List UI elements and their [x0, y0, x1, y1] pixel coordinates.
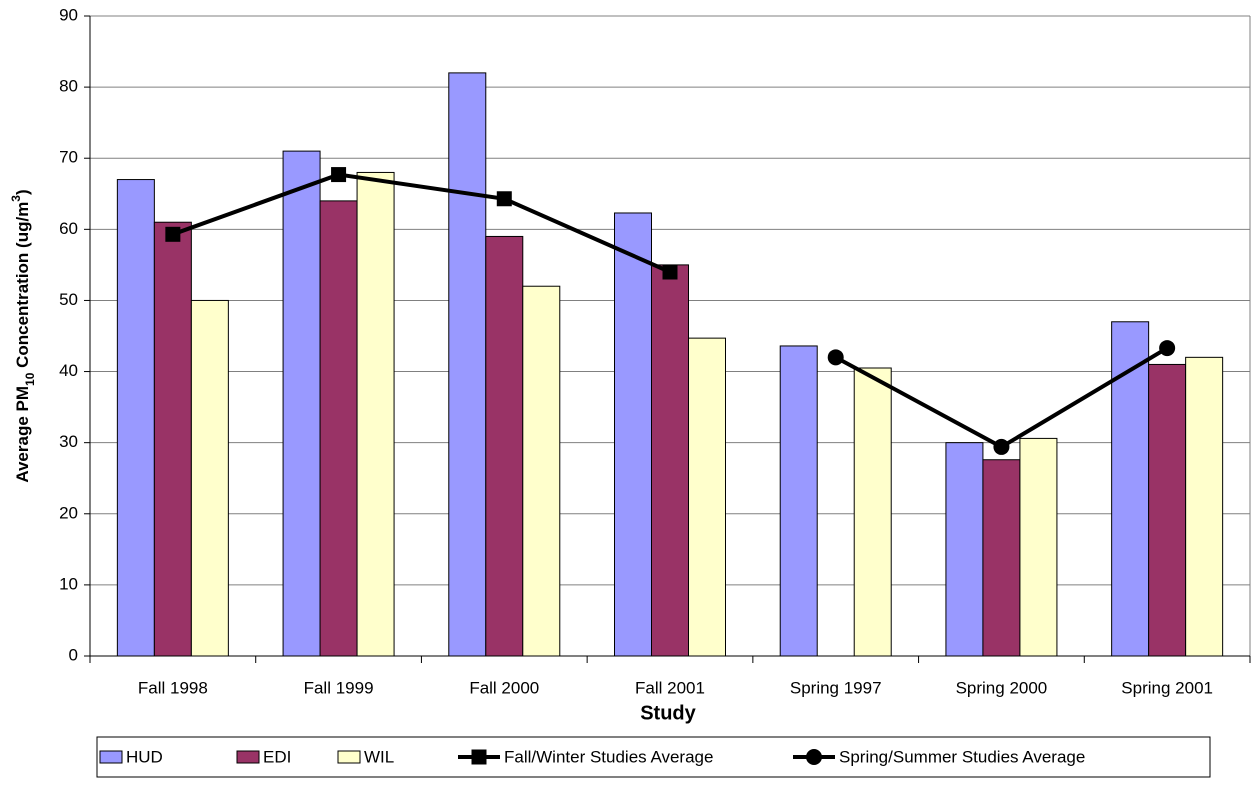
bar — [153, 221, 192, 657]
y-tick-label: 70 — [59, 148, 78, 167]
y-tick-label: 0 — [69, 645, 78, 664]
legend-label: Fall/Winter Studies Average — [504, 747, 713, 766]
bar — [945, 442, 984, 657]
y-axis-title-part: Average PM — [13, 386, 32, 483]
line-marker — [496, 191, 512, 207]
x-tick-label: Spring 2001 — [1121, 678, 1213, 697]
y-axis-title: Average PM10 Concentration (ug/m3) — [9, 189, 37, 482]
bar — [448, 72, 487, 657]
bar — [982, 459, 1021, 657]
bar — [356, 171, 395, 657]
y-axis-title-part: 10 — [23, 372, 37, 386]
bar — [614, 212, 652, 657]
y-axis-title-part: Concentration (ug/m — [13, 202, 32, 373]
bar — [1019, 437, 1058, 657]
legend-label: EDI — [263, 747, 291, 766]
legend-label: WIL — [364, 747, 394, 766]
legend-swatch — [337, 750, 361, 764]
line-marker — [165, 226, 181, 242]
bar — [1185, 356, 1224, 657]
legend-marker — [806, 749, 822, 765]
bar — [853, 367, 892, 657]
bar — [282, 150, 321, 657]
y-axis-title-part: ) — [13, 189, 32, 195]
x-axis-title: Study — [640, 702, 696, 724]
legend-swatch — [236, 750, 260, 764]
line-marker — [827, 349, 844, 366]
x-tick-label: Fall 1999 — [304, 678, 374, 697]
x-tick-label: Fall 2000 — [469, 678, 539, 697]
line-marker — [1159, 340, 1176, 357]
line-marker — [662, 264, 678, 280]
bar — [522, 285, 561, 657]
line — [172, 172, 671, 274]
y-tick-label: 50 — [59, 290, 78, 309]
line-marker — [993, 438, 1010, 455]
legend-label: Spring/Summer Studies Average — [839, 747, 1085, 766]
bar — [319, 200, 358, 657]
y-tick-label: 20 — [59, 503, 78, 522]
legend-box — [96, 736, 1211, 778]
legend-marker — [471, 749, 487, 765]
y-axis-title-part: 3 — [9, 195, 23, 202]
y-tick-label: 40 — [59, 361, 78, 380]
x-tick-label: Fall 1998 — [138, 678, 208, 697]
bar — [190, 299, 229, 657]
bar — [688, 337, 726, 657]
line-marker — [331, 167, 347, 183]
legend-label: HUD — [126, 747, 163, 766]
x-tick-label: Fall 2001 — [635, 678, 705, 697]
bar — [1148, 363, 1187, 657]
bar — [651, 264, 689, 657]
x-tick-label: Spring 2000 — [956, 678, 1048, 697]
legend-swatch — [99, 750, 123, 764]
bar — [116, 179, 155, 657]
y-tick-label: 90 — [59, 5, 78, 24]
y-tick-label: 10 — [59, 574, 78, 593]
y-tick-label: 80 — [59, 77, 78, 96]
x-tick-label: Spring 1997 — [790, 678, 882, 697]
bar — [485, 235, 524, 657]
y-tick-label: 60 — [59, 219, 78, 238]
bar — [779, 345, 818, 657]
y-tick-label: 30 — [59, 432, 78, 451]
